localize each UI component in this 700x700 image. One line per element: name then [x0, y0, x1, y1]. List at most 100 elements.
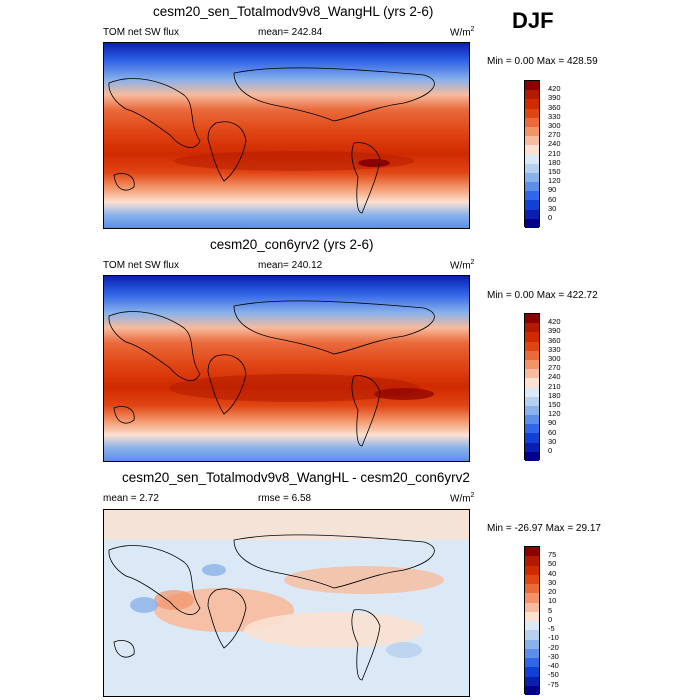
cb3-c15 [525, 685, 539, 695]
cb3-c6 [525, 602, 539, 612]
cb1-tick: 30 [548, 204, 557, 213]
cb1-tick: 360 [548, 103, 561, 112]
cb2-tick: 90 [548, 418, 557, 427]
cb2-c3 [525, 341, 539, 351]
cb3-c12 [525, 658, 539, 668]
cb3-tick: 30 [548, 578, 557, 587]
cb1-c9 [525, 163, 539, 173]
cb1-tick: 0 [548, 213, 553, 222]
panel2-title: cesm20_con6yrv2 (yrs 2-6) [210, 237, 374, 252]
panel3-map [103, 509, 470, 697]
cb3-c11 [525, 648, 539, 658]
cb3-tick: 20 [548, 587, 557, 596]
cb2-tick: 0 [548, 446, 553, 455]
panel1-colorbar [524, 80, 540, 228]
panel2-map-svg [104, 276, 469, 461]
cb1-tick: 120 [548, 176, 561, 185]
cb2-tick: 270 [548, 363, 561, 372]
cb2-c2 [525, 332, 539, 342]
cb1-tick: 60 [548, 195, 557, 204]
cb3-c10 [525, 639, 539, 649]
cb1-c2 [525, 99, 539, 109]
cb1-c6 [525, 136, 539, 146]
cb1-c1 [525, 90, 539, 100]
panel1-left-label: TOM net SW flux [103, 27, 179, 38]
cb1-tick: 210 [548, 149, 561, 158]
cb1-tick: 90 [548, 185, 557, 194]
cb2-tick: 150 [548, 400, 561, 409]
cb3-tick: -30 [548, 652, 559, 661]
cb2-c12 [525, 424, 539, 434]
cb3-tick: 40 [548, 569, 557, 578]
cb2-c1 [525, 323, 539, 333]
cb1-tick: 180 [548, 158, 561, 167]
cb2-c13 [525, 433, 539, 443]
cb2-tick: 30 [548, 437, 557, 446]
cb3-c3 [525, 574, 539, 584]
panel3-colorbar [524, 546, 540, 695]
cb3-tick: -5 [548, 624, 555, 633]
cb1-c15 [525, 218, 539, 228]
panel2-left-label: TOM net SW flux [103, 260, 179, 271]
cb3-tick: -75 [548, 680, 559, 689]
cb3-c2 [525, 565, 539, 575]
cb3-tick: -20 [548, 643, 559, 652]
panel2-units: W/m2 [450, 259, 475, 272]
panel3-rmse-label: rmse = 6.58 [258, 493, 312, 504]
cb3-tick: -40 [548, 661, 559, 670]
cb3-c7 [525, 611, 539, 621]
panel2-map [103, 275, 470, 462]
cb3-tick: 75 [548, 550, 557, 559]
panel3-minmax: Min = -26.97 Max = 29.17 [487, 523, 601, 534]
cb3-tick: 5 [548, 606, 553, 615]
cb1-c8 [525, 154, 539, 164]
cb1-c7 [525, 145, 539, 155]
cb2-c10 [525, 405, 539, 416]
cb1-tick: 390 [548, 93, 561, 102]
cb3-tick: -10 [548, 633, 559, 642]
cb3-c14 [525, 676, 539, 686]
cb2-c9 [525, 396, 539, 406]
cb3-c8 [525, 621, 539, 631]
cb3-c1 [525, 556, 539, 566]
panel3-mean-label: mean = 2.72 [103, 493, 159, 504]
cb2-c7 [525, 378, 539, 388]
panel1-map-svg [104, 43, 469, 228]
cb2-tick: 390 [548, 326, 561, 335]
cb2-tick: 300 [548, 354, 561, 363]
panel1-mean-label: mean= 242.84 [258, 27, 323, 38]
cb2-c5 [525, 359, 539, 370]
cb2-tick: 210 [548, 382, 561, 391]
season-label: DJF [512, 8, 554, 33]
cb1-tick: 330 [548, 112, 561, 121]
cb1-tick: 420 [548, 84, 561, 93]
panel3-title: cesm20_sen_Totalmodv9v8_WangHL - cesm20_… [122, 470, 470, 485]
cb2-c15 [525, 451, 539, 461]
cb3-c13 [525, 667, 539, 677]
cb1-tick: 150 [548, 167, 561, 176]
panel1-units: W/m2 [450, 26, 475, 39]
cb2-tick: 330 [548, 345, 561, 354]
cb3-tick: 0 [548, 615, 553, 624]
cb2-tick: 180 [548, 391, 561, 400]
cb2-tick: 420 [548, 317, 561, 326]
cb1-c11 [525, 182, 539, 192]
cb2-c0 [525, 314, 539, 324]
cb2-tick: 240 [548, 372, 561, 381]
cb2-c11 [525, 415, 539, 425]
cb3-c4 [525, 584, 539, 594]
panel3-units: W/m2 [450, 492, 475, 505]
panel2-colorbar [524, 313, 540, 461]
cb3-c5 [525, 593, 539, 603]
cb1-c4 [525, 117, 539, 127]
cb2-c4 [525, 350, 539, 360]
cb2-tick: 120 [548, 409, 561, 418]
cb1-tick: 300 [548, 121, 561, 130]
panel1-title: cesm20_sen_Totalmodv9v8_WangHL (yrs 2-6) [153, 4, 434, 19]
cb1-c12 [525, 191, 539, 201]
cb3-c9 [525, 630, 539, 640]
panel3-map-svg [104, 510, 469, 696]
cb1-tick: 270 [548, 130, 561, 139]
cb1-c5 [525, 126, 539, 137]
panel1-minmax: Min = 0.00 Max = 428.59 [487, 56, 598, 67]
